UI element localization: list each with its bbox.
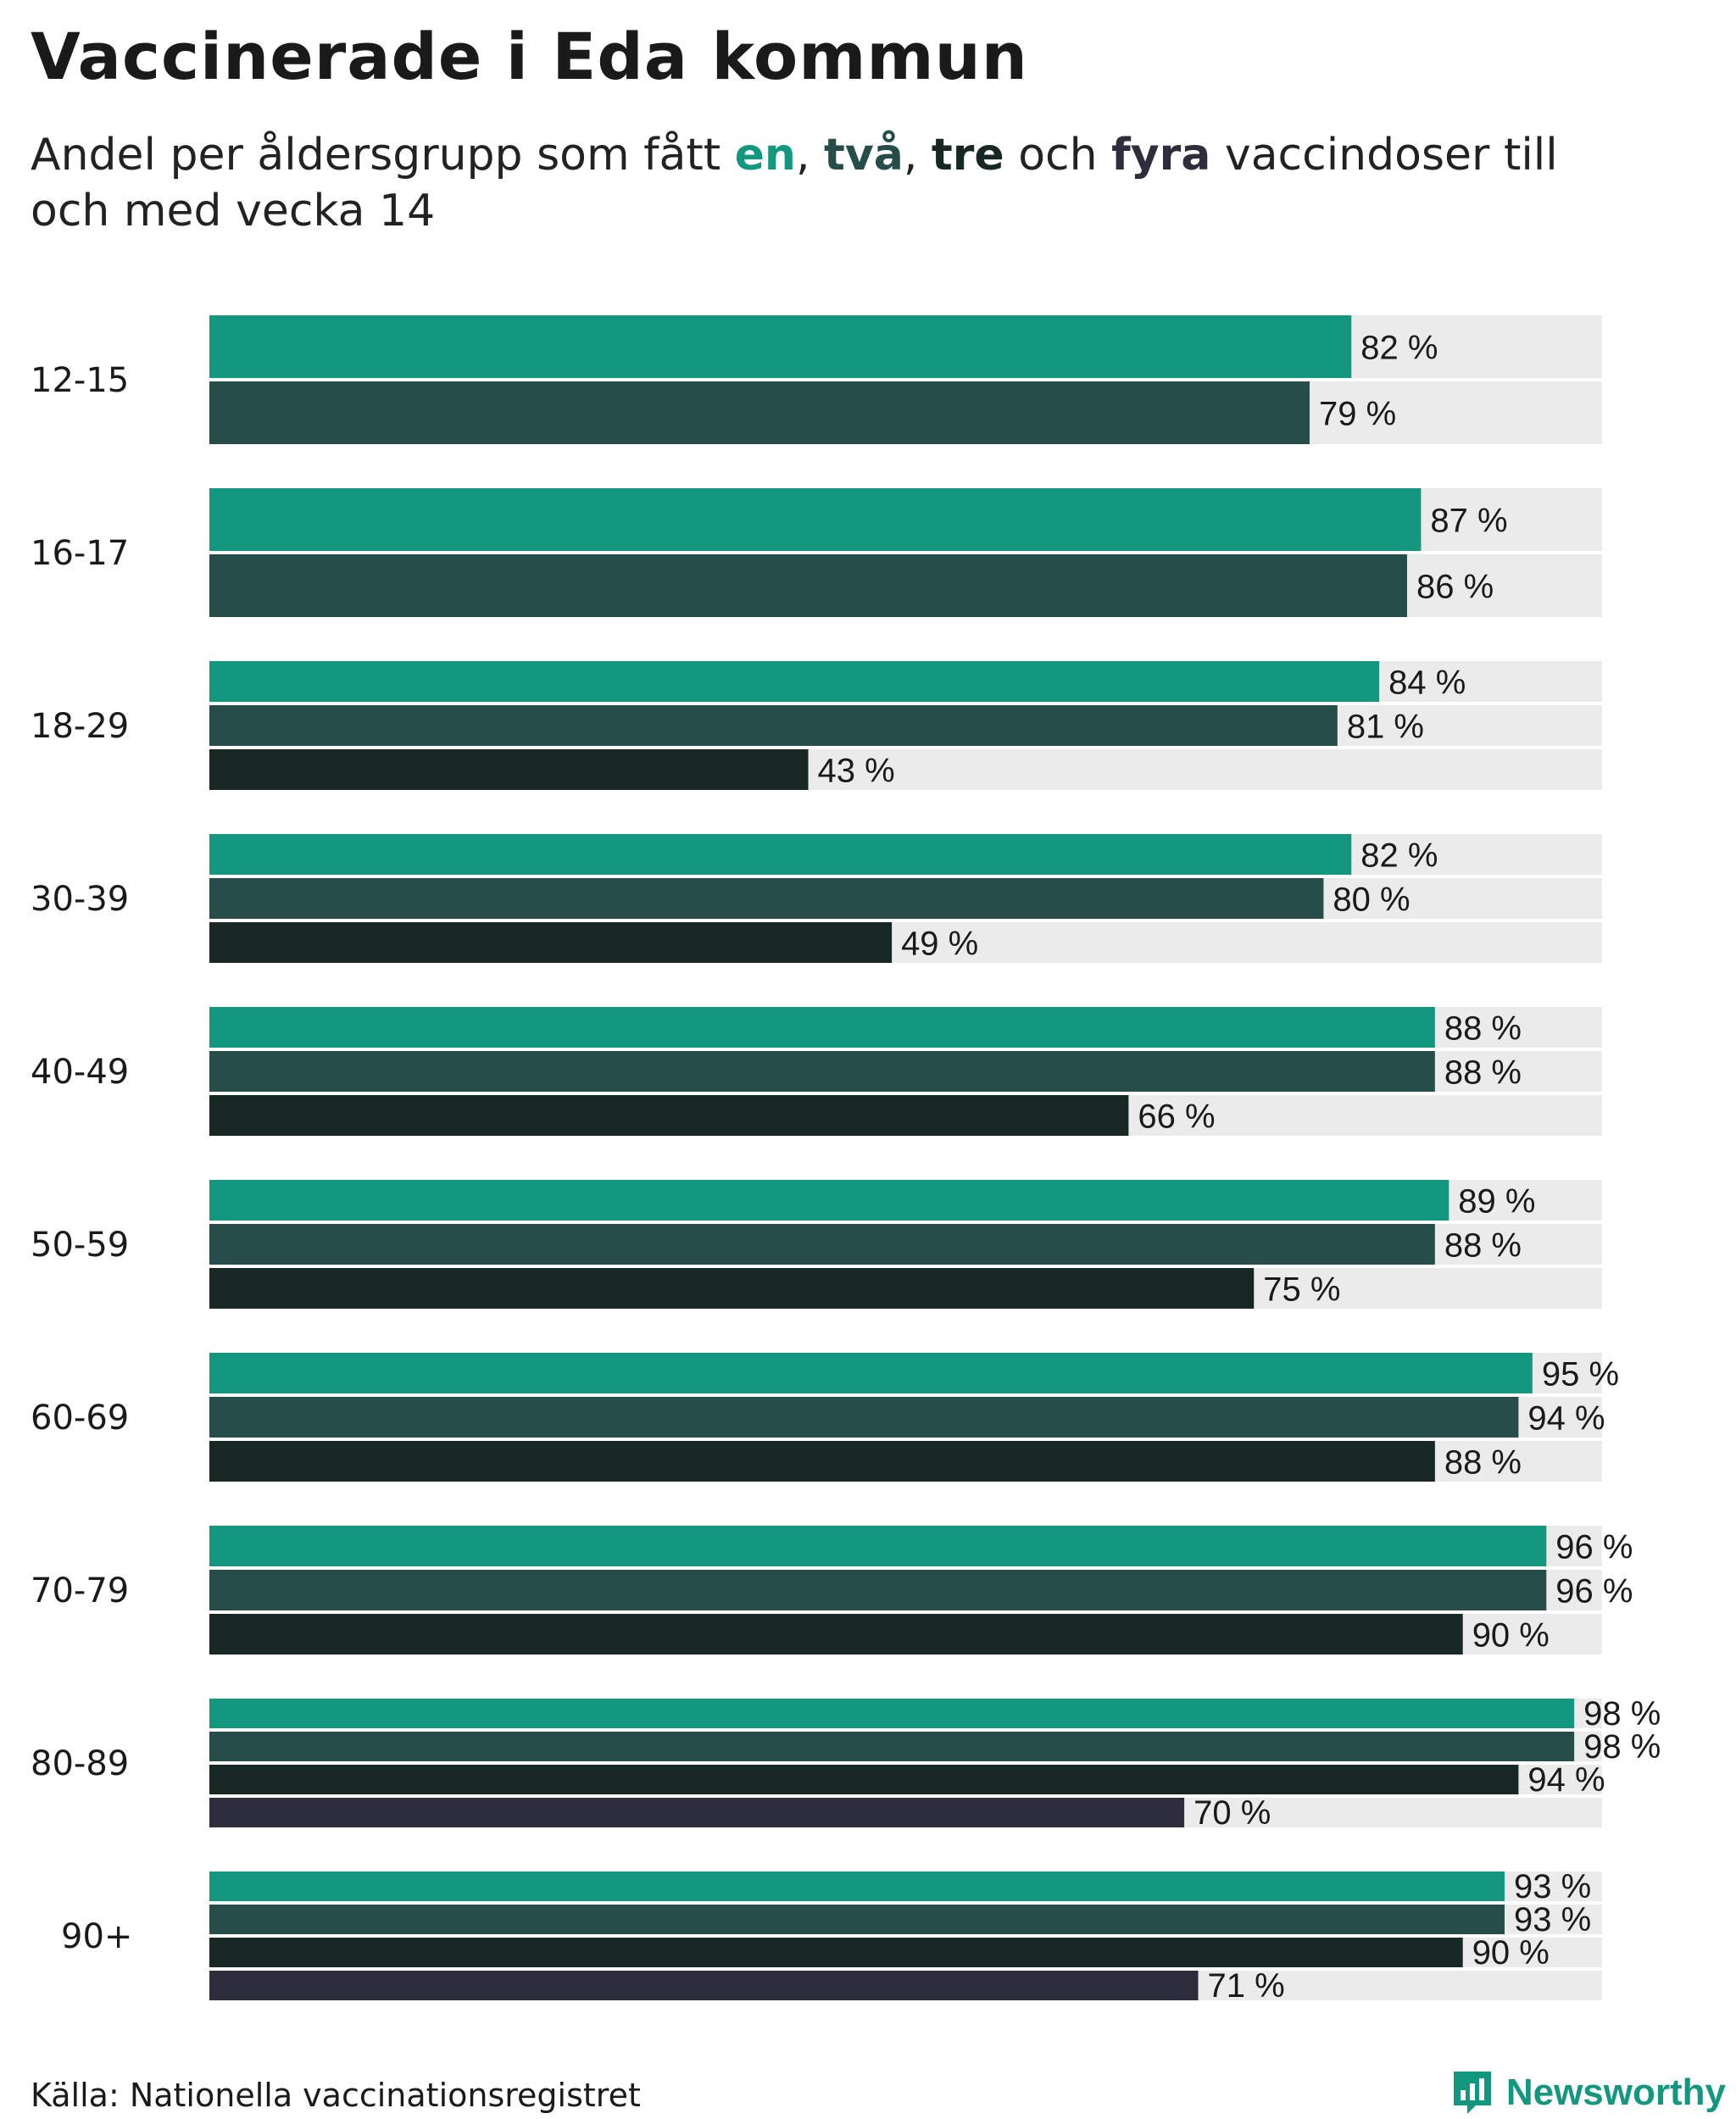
value-label: 93 % <box>1514 1868 1591 1905</box>
bar-en <box>209 1872 1505 1901</box>
bar-tre <box>209 749 809 790</box>
value-label: 87 % <box>1430 502 1507 539</box>
group-50-59: 50-59 89 % 88 % 75 % <box>31 1180 1602 1309</box>
subtitle-sep: och <box>1004 130 1112 181</box>
value-label: 98 % <box>1583 1728 1661 1766</box>
bar-två <box>209 1051 1435 1092</box>
chart-subtitle: Andel per åldersgrupp som fått en, två, … <box>31 127 1641 239</box>
subtitle-dose-tre: tre <box>931 130 1004 181</box>
bar-fyra <box>209 1798 1185 1827</box>
bar-tre <box>209 1938 1463 1967</box>
source-note: Källa: Nationella vaccinationsregistret <box>31 2077 641 2114</box>
value-label: 81 % <box>1347 708 1424 745</box>
value-label: 95 % <box>1542 1355 1619 1393</box>
bar-två <box>209 1397 1519 1438</box>
value-label: 94 % <box>1527 1761 1605 1799</box>
chart-title: Vaccinerade i Eda kommun <box>31 19 1028 94</box>
bar-tre <box>209 1268 1255 1309</box>
bar-en <box>209 488 1422 551</box>
subtitle-suffix: vaccindoser till och med vecka 14 <box>31 130 1558 236</box>
group-16-17: 16-17 87 % 86 % <box>31 488 1602 617</box>
value-label: 66 % <box>1138 1098 1215 1135</box>
subtitle-prefix: Andel per åldersgrupp som fått <box>31 130 735 181</box>
category-label: 70-79 <box>31 1571 129 1610</box>
value-label: 98 % <box>1583 1695 1661 1732</box>
value-label: 94 % <box>1527 1399 1605 1437</box>
value-label: 88 % <box>1444 1443 1522 1481</box>
category-label: 90+ <box>61 1917 132 1956</box>
category-label: 80-89 <box>31 1744 129 1783</box>
bar-en <box>209 1353 1533 1393</box>
value-label: 86 % <box>1416 568 1494 605</box>
bar-två <box>209 1732 1575 1761</box>
value-label: 82 % <box>1360 329 1438 366</box>
value-label: 88 % <box>1444 1054 1522 1091</box>
bar-en <box>209 834 1352 875</box>
bar-en <box>209 1526 1547 1566</box>
value-label: 96 % <box>1555 1572 1633 1610</box>
value-label: 93 % <box>1514 1901 1591 1938</box>
bar-en <box>209 661 1380 702</box>
value-label: 70 % <box>1194 1794 1271 1832</box>
bar-en <box>209 1699 1575 1728</box>
bar-tre <box>209 1095 1129 1136</box>
bar-tre <box>209 1614 1463 1655</box>
value-label: 84 % <box>1388 664 1466 701</box>
bar-två <box>209 554 1407 617</box>
value-label: 49 % <box>901 925 978 962</box>
group-60-69: 60-69 95 % 94 %88 % <box>31 1353 1619 1482</box>
bar-fyra <box>209 1971 1199 2000</box>
group-12-15: 12-15 82 % 79 % <box>31 315 1602 444</box>
bar-två <box>209 705 1338 746</box>
bar-två <box>209 1570 1547 1610</box>
brand-name: Newsworthy <box>1505 2072 1726 2113</box>
category-label: 40-49 <box>31 1053 129 1092</box>
bar-två <box>209 878 1324 919</box>
value-label: 88 % <box>1444 1226 1522 1264</box>
value-label: 82 % <box>1360 837 1438 874</box>
value-label: 75 % <box>1263 1271 1340 1308</box>
group-90+: 90+93 %93 %90 %71 % <box>61 1868 1602 2005</box>
value-label: 89 % <box>1458 1182 1535 1220</box>
value-label: 43 % <box>817 752 894 789</box>
group-40-49: 40-49 88 % 88 % 66 % <box>31 1007 1602 1136</box>
value-label: 90 % <box>1472 1616 1550 1654</box>
category-label: 16-17 <box>31 534 129 573</box>
bar-en <box>209 1007 1435 1048</box>
value-label: 71 % <box>1208 1967 1285 2005</box>
bar-två <box>209 381 1310 444</box>
subtitle-dose-fyra: fyra <box>1111 130 1211 181</box>
category-label: 50-59 <box>31 1226 129 1265</box>
value-label: 88 % <box>1444 1009 1522 1047</box>
category-label: 18-29 <box>31 707 129 746</box>
bar-en <box>209 315 1352 378</box>
subtitle-dose-tva: två <box>824 130 904 181</box>
bar-två <box>209 1224 1435 1265</box>
subtitle-sep: , <box>903 130 932 181</box>
value-label: 90 % <box>1472 1934 1550 1972</box>
brand-logo: Newsworthy <box>1450 2068 1726 2117</box>
category-label: 12-15 <box>31 361 129 400</box>
value-label: 80 % <box>1333 881 1410 918</box>
group-18-29: 18-29 84 % 81 % 43 % <box>31 661 1602 790</box>
bar-tre <box>209 922 893 963</box>
bar-chart: 12-15 82 % 79 % 16-17 87 % 86 % 18-29 84 % 81 % 4… <box>31 315 1661 2005</box>
bar-en <box>209 1180 1449 1221</box>
category-label: 60-69 <box>31 1399 129 1438</box>
value-label: 96 % <box>1555 1528 1633 1566</box>
bar-två <box>209 1905 1505 1934</box>
bar-tre <box>209 1441 1435 1482</box>
group-30-39: 30-39 82 % 80 % 49 % <box>31 834 1602 963</box>
subtitle-dose-en: en <box>734 130 796 181</box>
category-label: 30-39 <box>31 880 129 919</box>
newsworthy-logo-icon <box>1453 2072 1491 2114</box>
value-label: 79 % <box>1319 395 1396 432</box>
bar-tre <box>209 1765 1519 1794</box>
subtitle-sep: , <box>795 130 825 181</box>
